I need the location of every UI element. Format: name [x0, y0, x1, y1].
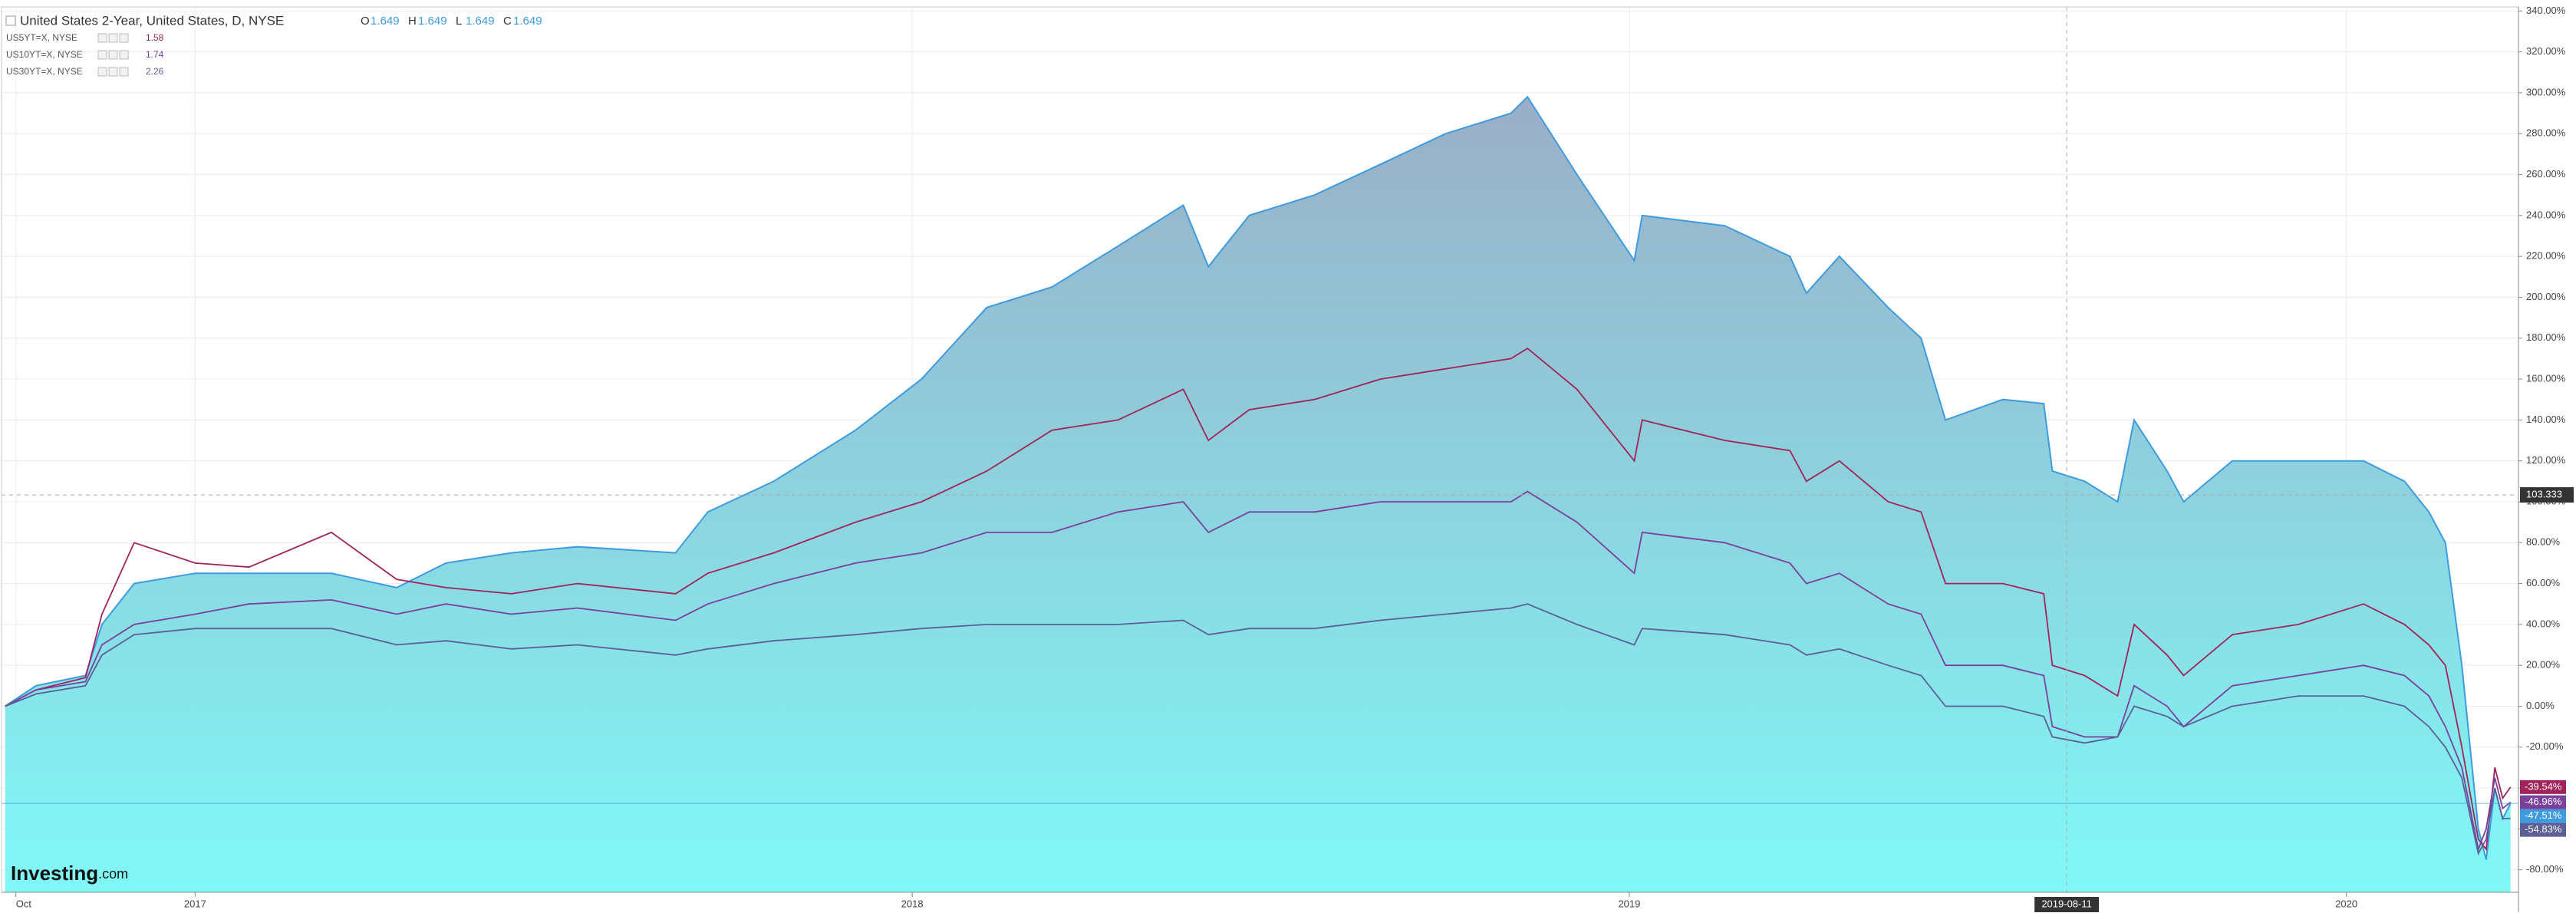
series-line: [5, 347, 2512, 852]
legend-button: [119, 50, 129, 60]
ohlc-key: L: [456, 15, 462, 28]
legend-button: [108, 50, 118, 60]
legend-button: [108, 33, 118, 43]
last-value-label: -47.51%: [2525, 809, 2562, 821]
crosshair-y-label: 103.333: [2526, 489, 2562, 500]
x-tick-label: 2020: [2335, 898, 2357, 909]
plot: [2, 7, 2518, 892]
last-value-box: [2520, 809, 2566, 823]
ohlc-key: C: [503, 15, 512, 28]
series-line: [5, 490, 2512, 852]
y-tick-label: 280.00%: [2526, 127, 2566, 139]
legend-series-value: 2.26: [146, 66, 164, 77]
y-tick-label: 0.00%: [2526, 700, 2555, 711]
legend-button: [108, 67, 118, 77]
y-tick-label: -80.00%: [2526, 863, 2564, 875]
ohlc-value: 1.649: [418, 15, 447, 28]
legend: United States 2-Year, United States, D, …: [5, 13, 542, 77]
chart-title: United States 2-Year, United States, D, …: [20, 13, 284, 28]
ohlc-key: O: [361, 15, 370, 28]
y-tick-label: 180.00%: [2526, 331, 2566, 343]
legend-button: [97, 50, 107, 60]
legend-series-name: US10YT=X, NYSE: [6, 49, 83, 60]
branding-name: Investing: [11, 862, 98, 885]
last-value-box: [2520, 822, 2566, 837]
legend-toggle: [5, 15, 16, 26]
legend-button: [119, 33, 129, 43]
y-tick-label: 140.00%: [2526, 414, 2566, 425]
legend-series-name: US30YT=X, NYSE: [6, 66, 83, 77]
legend-button: [97, 33, 107, 43]
y-tick-label: 320.00%: [2526, 45, 2566, 57]
legend-series-value: 1.58: [146, 32, 164, 43]
area: [5, 97, 2511, 892]
series-line: [5, 603, 2511, 855]
last-value-label: -39.54%: [2525, 780, 2562, 792]
last-value-label: -46.96%: [2525, 796, 2562, 807]
y-tick-label: 260.00%: [2526, 168, 2566, 180]
y-tick-label: 200.00%: [2526, 291, 2566, 302]
y-tick-label: 60.00%: [2526, 577, 2561, 588]
y-tick-label: 20.00%: [2526, 659, 2561, 671]
last-value-box: [2520, 780, 2566, 794]
y-tick-label: 300.00%: [2526, 86, 2566, 97]
crosshair-x-label: 2019-08-11: [2041, 898, 2092, 909]
y-tick-label: 160.00%: [2526, 372, 2566, 384]
ohlc-value: 1.649: [371, 15, 400, 28]
branding-suffix: .com: [98, 866, 128, 882]
y-tick-label: 120.00%: [2526, 454, 2566, 466]
legend-series-value: 1.74: [146, 49, 164, 60]
last-value-box: [2520, 795, 2566, 809]
y-tick-label: 40.00%: [2526, 618, 2561, 629]
crosshair-y-box: [2520, 487, 2574, 503]
y-tick-label: -20.00%: [2526, 740, 2564, 752]
ohlc-value: 1.649: [513, 15, 542, 28]
x-tick-label: 2019: [1618, 898, 1640, 909]
x-tick-label: 2018: [901, 898, 924, 909]
legend-button: [97, 67, 107, 77]
legend-button: [119, 67, 129, 77]
series-line: [5, 95, 2512, 860]
y-tick-label: 340.00%: [2526, 5, 2566, 16]
axes: -80.00%-60.00%-40.00%-20.00%0.00%20.00%4…: [1, 5, 2574, 912]
ohlc-key: H: [408, 15, 417, 28]
crosshair-x-box: [2034, 897, 2100, 912]
x-tick-label: Oct: [16, 898, 32, 909]
y-tick-label: 80.00%: [2526, 536, 2561, 548]
branding: Investing.com: [11, 862, 128, 885]
y-tick-label: 220.00%: [2526, 250, 2566, 262]
y-tick-label: 240.00%: [2526, 209, 2566, 220]
x-tick-label: 2017: [184, 898, 206, 909]
ohlc-value: 1.649: [466, 15, 495, 28]
legend-series-name: US5YT=X, NYSE: [6, 32, 77, 43]
last-value-label: -54.83%: [2525, 823, 2562, 835]
